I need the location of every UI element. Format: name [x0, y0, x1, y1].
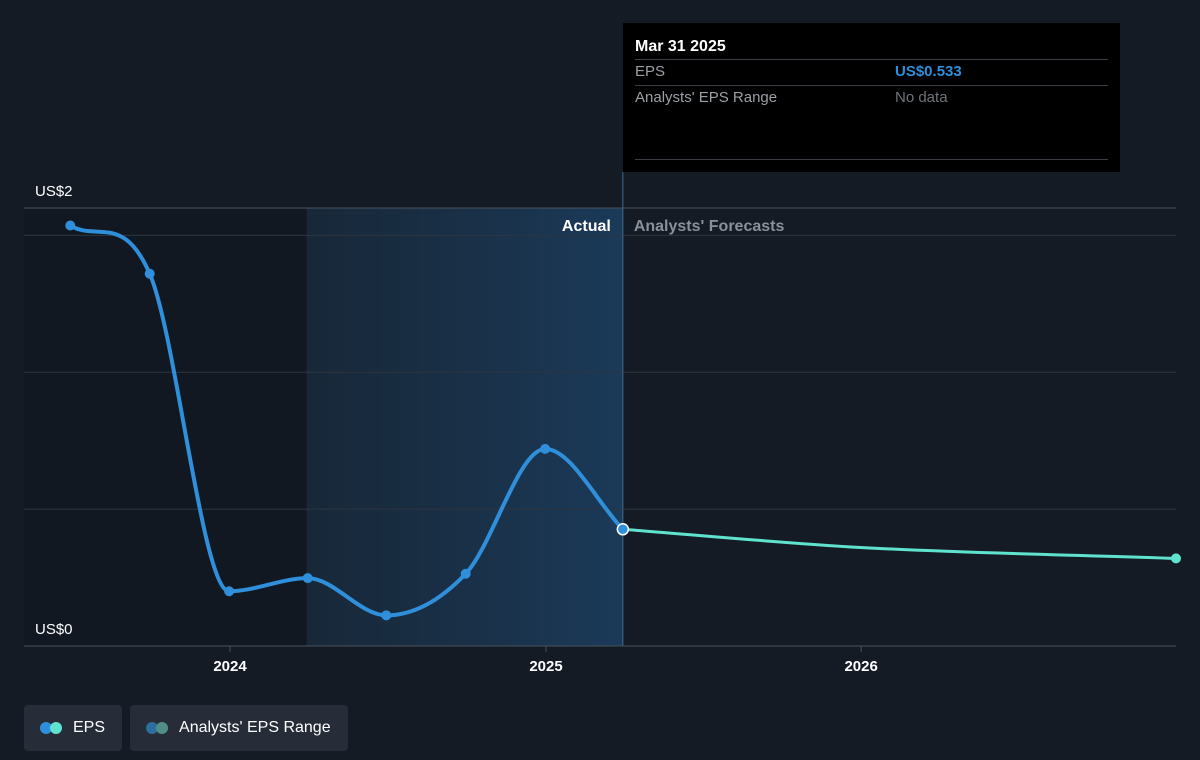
- tooltip-date: Mar 31 2025: [635, 38, 726, 55]
- y-tick-label: US$2: [35, 183, 73, 200]
- tooltip-divider: [635, 159, 1108, 160]
- tooltip-eps-label: EPS: [635, 63, 666, 80]
- eps-point: [144, 268, 155, 279]
- eps-point-current: [616, 523, 630, 536]
- eps-chart: US$2 US$0 2024 2025 2026 Actual Analysts' Fore…: [24, 172, 1181, 675]
- eps-point: [65, 220, 76, 231]
- tooltip-row-eps: EPS US$0.533: [635, 59, 1108, 85]
- x-tick-label: 2026: [844, 658, 877, 675]
- tooltip-range-value: No data: [895, 89, 948, 106]
- x-tick-label: 2024: [213, 658, 247, 675]
- eps-point: [302, 573, 313, 584]
- eps-legend-icon: [40, 722, 62, 734]
- actual-eps-line: [68, 223, 625, 618]
- legend-item-eps-range[interactable]: Analysts' EPS Range: [130, 705, 348, 751]
- eps-point: [540, 443, 551, 454]
- forecast-label: Analysts' Forecasts: [634, 218, 785, 235]
- legend-eps-label: EPS: [73, 719, 106, 736]
- legend: EPS Analysts' EPS Range: [24, 705, 348, 751]
- eps-range-legend-icon: [146, 722, 169, 734]
- eps-point: [381, 610, 392, 621]
- tooltip-range-label: Analysts' EPS Range: [635, 89, 778, 106]
- eps-point: [224, 586, 235, 597]
- tooltip: Mar 31 2025 EPS US$0.533 Analysts' EPS R…: [623, 23, 1120, 172]
- tooltip-eps-value: US$0.533: [895, 63, 962, 80]
- eps-point: [460, 568, 471, 579]
- legend-range-label: Analysts' EPS Range: [179, 719, 331, 736]
- actual-region-shade: [306, 208, 623, 646]
- actual-label: Actual: [562, 218, 611, 235]
- tooltip-row-range: Analysts' EPS Range No data: [635, 85, 1108, 111]
- y-tick-label: US$0: [35, 621, 73, 638]
- forecast-eps-point: [1171, 553, 1181, 564]
- x-tick-label: 2025: [529, 658, 562, 675]
- forecast-eps-line: [621, 527, 1178, 560]
- history-shade: [24, 208, 307, 646]
- legend-item-eps[interactable]: EPS: [24, 705, 123, 751]
